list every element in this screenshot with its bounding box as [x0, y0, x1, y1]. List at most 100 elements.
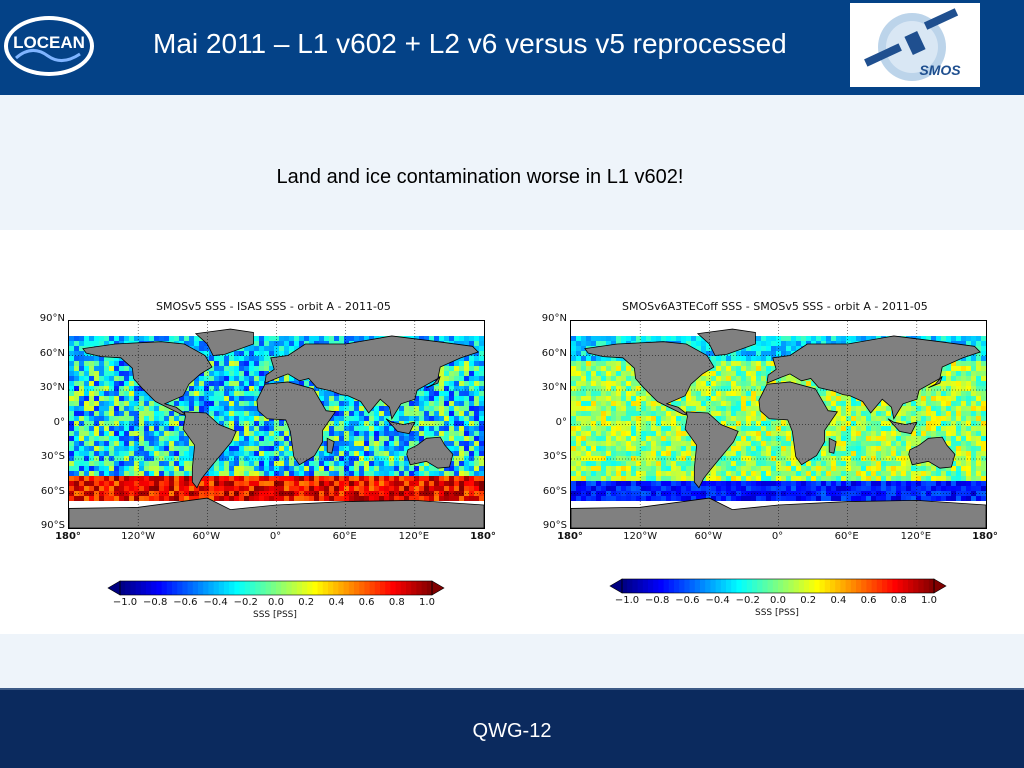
- colorbar-segment: [364, 581, 371, 595]
- colorbar-segment: [302, 581, 308, 595]
- colorbar-segment: [369, 581, 376, 595]
- colorbar-segment: [385, 581, 391, 595]
- colorbar-unit: SSS [PSS]: [755, 608, 799, 618]
- colorbar-segment: [694, 579, 701, 593]
- landmass: [584, 341, 715, 416]
- x-tick-label: 120°W: [623, 531, 658, 542]
- colorbar-segment: [421, 581, 428, 595]
- colorbar-segment: [845, 579, 852, 593]
- colorbar-segment: [395, 581, 402, 595]
- colorbar-segment: [234, 581, 241, 595]
- colorbar-tick-label: −0.2: [735, 595, 760, 606]
- colorbar-tick-label: 0.2: [298, 597, 315, 608]
- colorbar-segment: [255, 581, 261, 595]
- colorbar-segment: [720, 579, 727, 593]
- colorbar-tick-label: −1.0: [614, 595, 640, 606]
- colorbar-under-arrow: [107, 580, 121, 596]
- landmass: [696, 328, 756, 356]
- y-tick-label: 30°S: [542, 451, 567, 462]
- footer-label: QWG-12: [472, 720, 552, 742]
- colorbar-tick-label: 0.4: [328, 597, 345, 608]
- colorbar-segment: [354, 581, 360, 595]
- colorbar-segment: [772, 579, 779, 593]
- colorbar-border: [621, 578, 935, 594]
- colorbar-segment: [814, 579, 821, 593]
- colorbar-segment: [166, 581, 173, 595]
- colorbar-tick-label: −0.8: [645, 595, 670, 606]
- colorbar-segment: [710, 579, 717, 593]
- colorbar-segment: [798, 579, 805, 593]
- colorbar-segment: [928, 579, 935, 593]
- colorbar-segment: [788, 579, 795, 593]
- colorbar-segment: [876, 579, 883, 593]
- landmass: [684, 411, 739, 489]
- colorbar-over-arrow: [933, 578, 947, 594]
- colorbar-segment: [224, 581, 230, 595]
- colorbar-border: [119, 580, 433, 596]
- colorbar-segment: [218, 581, 225, 595]
- colorbar-segment: [172, 581, 178, 595]
- locean-logo: LOCEAN: [4, 16, 94, 76]
- colorbar-tick-label: −0.2: [233, 597, 258, 608]
- colorbar-segment: [125, 581, 131, 595]
- landmass: [828, 437, 837, 454]
- colorbar-segment: [208, 581, 215, 595]
- slide-footer: QWG-12: [0, 688, 1024, 768]
- slide-title: Mai 2011 – L1 v602 + L2 v6 versus v5 rep…: [153, 28, 787, 59]
- x-tick-label: 60°W: [694, 531, 723, 542]
- colorbar-segment: [778, 579, 784, 593]
- colorbar-tick-label: 0.0: [268, 597, 284, 608]
- smos-logo: SMOS: [850, 3, 980, 87]
- colorbar-segment: [390, 581, 397, 595]
- world-map: [571, 321, 986, 528]
- colorbar-segment: [632, 579, 639, 593]
- colorbar-segment: [882, 579, 888, 593]
- colorbar-segment: [161, 581, 168, 595]
- x-tick-label: 180°: [557, 531, 583, 542]
- colorbar-segment: [291, 581, 298, 595]
- x-tick-label: 180°: [55, 531, 81, 542]
- colorbar-segment: [804, 579, 810, 593]
- colorbar-segment: [679, 579, 685, 593]
- colorbar-segment: [819, 579, 826, 593]
- colorbar-tick-label: −0.4: [705, 595, 730, 606]
- colorbar-segment: [746, 579, 753, 593]
- colorbar-segment: [317, 581, 324, 595]
- colorbar-segment: [374, 581, 381, 595]
- subtitle-band: [0, 95, 1024, 230]
- colorbar-segment: [658, 579, 665, 593]
- slide-header: LOCEAN Mai 2011 – L1 v602 + L2 v6 versus…: [0, 0, 1024, 95]
- x-tick-label: 180°: [972, 531, 998, 542]
- colorbar-segment: [359, 581, 365, 595]
- map-panel: [570, 320, 987, 529]
- landmass: [887, 418, 918, 435]
- colorbar-segment: [752, 579, 758, 593]
- colorbar-tick-label: 0.6: [860, 595, 877, 606]
- colorbar-segment: [322, 581, 329, 595]
- colorbar-segment: [151, 581, 157, 595]
- colorbar-segment: [281, 581, 287, 595]
- colorbar-segment: [767, 579, 774, 593]
- colorbar-segment: [411, 581, 417, 595]
- colorbar-segment: [648, 579, 654, 593]
- colorbar-segment: [338, 581, 345, 595]
- map-figure-right: SMOSv6A3TECoff SSS - SMOSv5 SSS - orbit …: [530, 300, 1010, 630]
- y-tick-label: 60°S: [40, 485, 65, 497]
- x-tick-label: 60°E: [332, 531, 357, 542]
- colorbar-segment: [380, 581, 386, 595]
- colorbar-segment: [244, 581, 251, 595]
- colorbar-tick-label: 1.0: [921, 595, 937, 606]
- map-title: SMOSv6A3TECoff SSS - SMOSv5 SSS - orbit …: [622, 300, 928, 313]
- colorbar-segment: [213, 581, 220, 595]
- colorbar-segment: [130, 581, 137, 595]
- y-tick-label: 60°S: [542, 485, 567, 497]
- colorbar-segment: [866, 579, 873, 593]
- landmass: [406, 436, 454, 469]
- colorbar-segment: [861, 579, 867, 593]
- lower-band: [0, 634, 1024, 688]
- colorbar-unit: SSS [PSS]: [253, 610, 297, 620]
- colorbar-segment: [684, 579, 691, 593]
- colorbar-segment: [187, 581, 194, 595]
- colorbar-segment: [276, 581, 282, 595]
- colorbar-segment: [328, 581, 334, 595]
